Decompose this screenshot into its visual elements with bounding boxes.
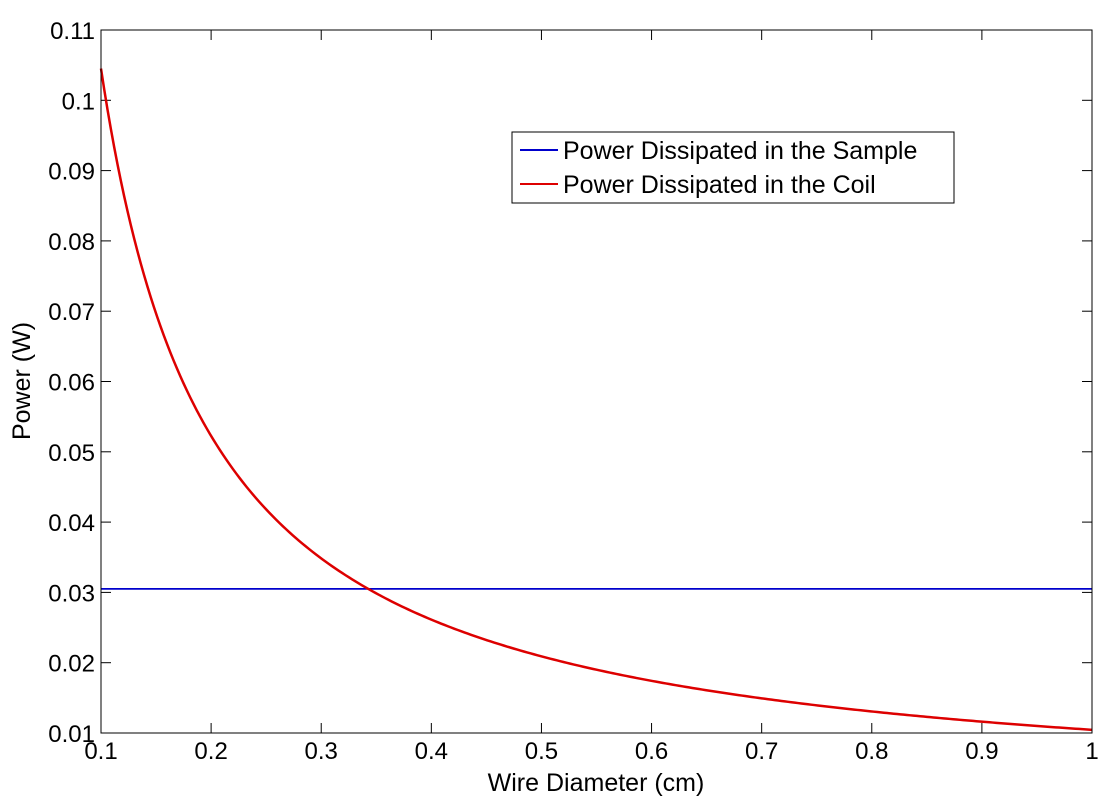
series-line-2 xyxy=(99,68,1093,732)
x-tick-label: 0.6 xyxy=(635,738,668,765)
x-tick-label: 0.2 xyxy=(194,738,227,765)
y-tick-label: 0.07 xyxy=(48,299,95,326)
y-tick-label: 0.05 xyxy=(48,440,95,467)
y-axis-label: Power (W) xyxy=(8,322,36,440)
x-tick-label: 1 xyxy=(1085,738,1098,765)
series-layer xyxy=(99,68,1093,732)
y-tick-label: 0.11 xyxy=(50,18,95,45)
y-tick-label: 0.04 xyxy=(48,510,95,537)
y-tick-label: 0.02 xyxy=(48,651,95,678)
x-tick-label: 0.4 xyxy=(415,738,448,765)
x-tick-label: 0.8 xyxy=(855,738,888,765)
y-tick-label: 0.09 xyxy=(48,159,95,186)
legend-label-2: Power Dissipated in the Coil xyxy=(563,171,876,199)
x-tick-label: 0.1 xyxy=(84,738,117,765)
legend-box xyxy=(511,131,955,204)
x-tick-label: 0.3 xyxy=(305,738,338,765)
legend-label-1: Power Dissipated in the Sample xyxy=(563,137,917,165)
y-tick-label: 0.03 xyxy=(48,580,95,607)
y-tick-label: 0.1 xyxy=(62,88,95,115)
legend-entries: Power Dissipated in the Sample Power Diss… xyxy=(520,137,917,199)
y-tick-label: 0.06 xyxy=(48,370,95,397)
tick-labels: 0.1 0.2 0.3 0.4 0.5 0.6 0.7 0.8 0.9 1 0.01 0.02 0.03… xyxy=(48,18,1098,765)
x-tick-label: 0.5 xyxy=(525,738,558,765)
x-axis-label: Wire Diameter (cm) xyxy=(488,769,705,797)
x-tick-label: 0.9 xyxy=(965,738,998,765)
plot-frame xyxy=(100,29,1093,734)
legend: Power Dissipated in the Sample Power Diss… xyxy=(511,131,955,204)
y-tick-label: 0.01 xyxy=(48,721,95,748)
y-tick-label: 0.08 xyxy=(48,229,95,256)
x-tick-label: 0.7 xyxy=(745,738,778,765)
